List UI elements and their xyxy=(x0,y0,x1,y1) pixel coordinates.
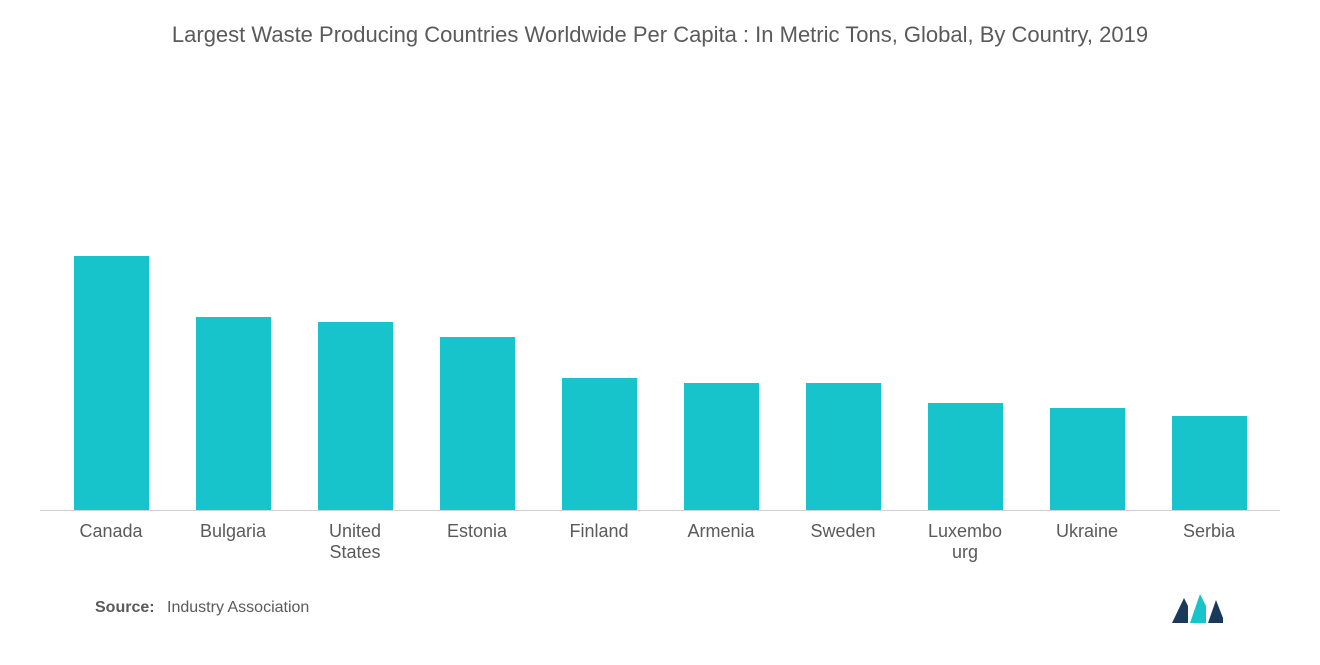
bar-group xyxy=(782,131,904,510)
bar xyxy=(440,337,515,510)
bar xyxy=(806,383,881,510)
source-text: Source: Industry Association xyxy=(95,599,309,617)
bar xyxy=(1050,408,1125,510)
x-axis-labels: CanadaBulgariaUnitedStatesEstoniaFinland… xyxy=(40,511,1280,564)
bar-label: Bulgaria xyxy=(172,521,294,564)
bar-group xyxy=(1148,131,1270,510)
bar-group xyxy=(538,131,660,510)
bar-label: Serbia xyxy=(1148,521,1270,564)
bars-wrapper xyxy=(40,131,1280,510)
bar-label: UnitedStates xyxy=(294,521,416,564)
bar-label: Finland xyxy=(538,521,660,564)
bar xyxy=(562,378,637,510)
bar xyxy=(928,403,1003,510)
footer-row: Source: Industry Association xyxy=(95,590,1225,625)
bar-group xyxy=(660,131,782,510)
chart-title: Largest Waste Producing Countries Worldw… xyxy=(40,20,1280,51)
bar-label: Sweden xyxy=(782,521,904,564)
bar-group xyxy=(50,131,172,510)
bar-group xyxy=(416,131,538,510)
bar xyxy=(318,322,393,510)
bar xyxy=(196,317,271,510)
bar xyxy=(74,256,149,510)
bar-label: Ukraine xyxy=(1026,521,1148,564)
bar-group xyxy=(1026,131,1148,510)
bar-label: Canada xyxy=(50,521,172,564)
source-label: Source: xyxy=(95,599,155,616)
bar-group xyxy=(172,131,294,510)
bar-label: Armenia xyxy=(660,521,782,564)
chart-plot-area xyxy=(40,131,1280,511)
bar-group xyxy=(904,131,1026,510)
chart-container: Largest Waste Producing Countries Worldw… xyxy=(40,20,1280,645)
source-value: Industry Association xyxy=(167,599,309,616)
bar xyxy=(1172,416,1247,510)
bar xyxy=(684,383,759,510)
bar-label: Luxembourg xyxy=(904,521,1026,564)
bar-label: Estonia xyxy=(416,521,538,564)
bar-group xyxy=(294,131,416,510)
brand-logo-icon xyxy=(1170,590,1225,625)
